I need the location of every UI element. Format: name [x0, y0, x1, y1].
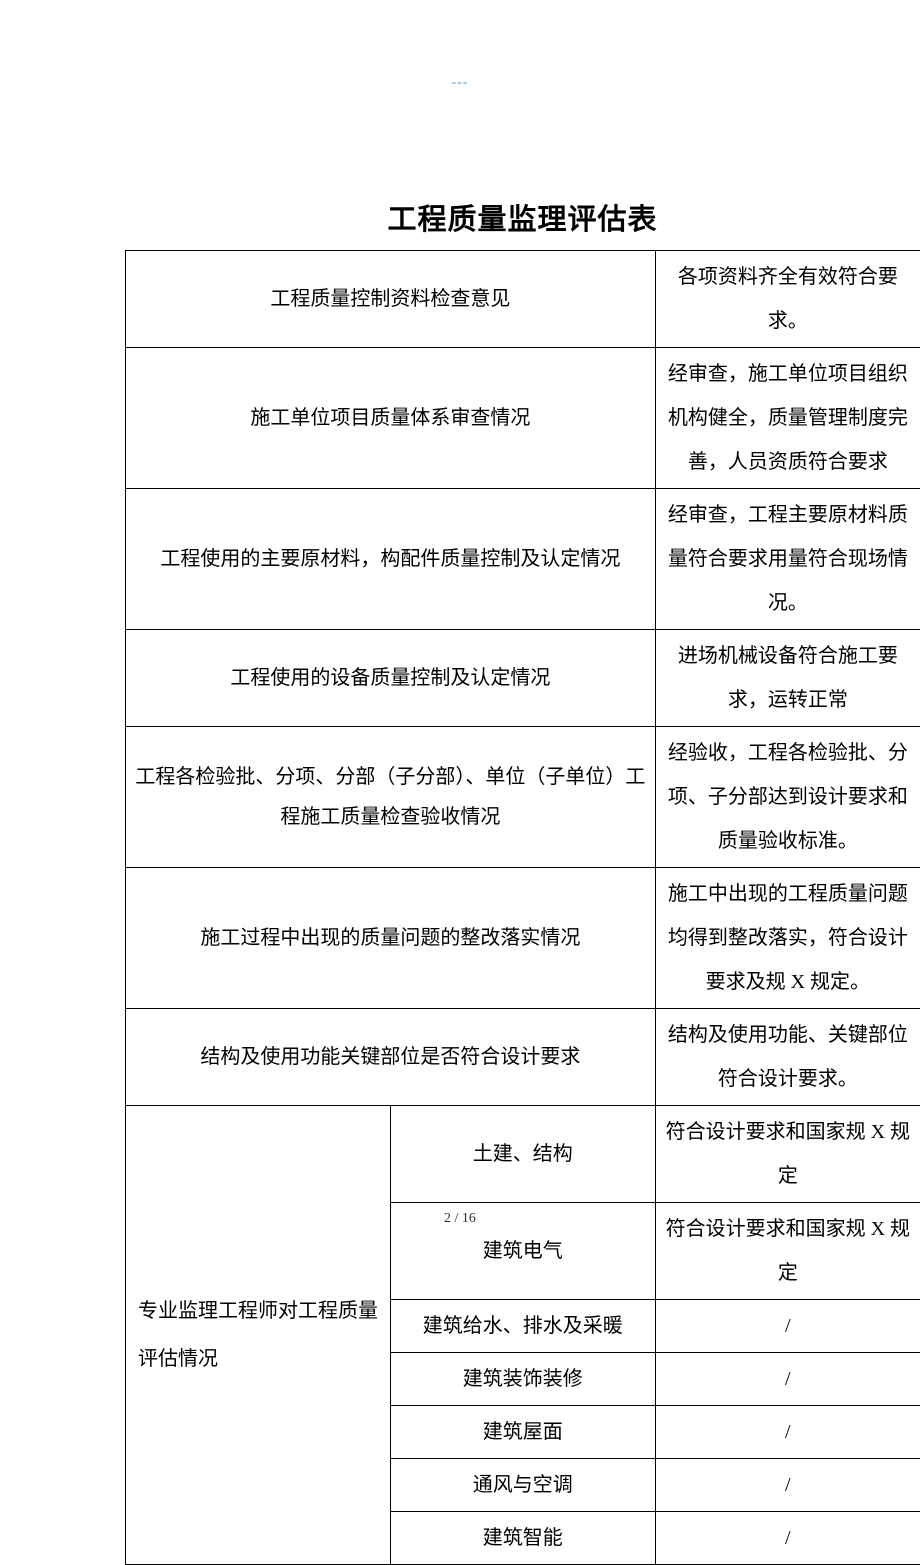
table-row: 工程各检验批、分项、分部（子分部）、单位（子单位）工程施工质量检查验收情况 经验… — [126, 727, 920, 868]
row-value: 经验收，工程各检验批、分项、子分部达到设计要求和质量验收标准。 — [655, 727, 920, 868]
table-row: 工程使用的主要原材料，构配件质量控制及认定情况 经审查，工程主要原材料质量符合要… — [126, 489, 920, 630]
table-row: 工程质量控制资料检查意见 各项资料齐全有效符合要求。 — [126, 251, 920, 348]
sub-row-label: 建筑屋面 — [390, 1406, 655, 1459]
row-value: 施工中出现的工程质量问题均得到整改落实，符合设计要求及规 X 规定。 — [655, 868, 920, 1009]
header-mark: --- — [0, 0, 920, 91]
row-label: 工程使用的主要原材料，构配件质量控制及认定情况 — [126, 489, 656, 630]
row-label: 工程质量控制资料检查意见 — [126, 251, 656, 348]
sub-row-value: / — [655, 1406, 920, 1459]
sub-row-label: 建筑装饰装修 — [390, 1353, 655, 1406]
row-value: 各项资料齐全有效符合要求。 — [655, 251, 920, 348]
sub-row-label: 建筑智能 — [390, 1512, 655, 1565]
document-content: 工程质量监理评估表 工程质量控制资料检查意见 各项资料齐全有效符合要求。 施工单… — [0, 91, 920, 1565]
row-value: 经审查，施工单位项目组织机构健全，质量管理制度完善，人员资质符合要求 — [655, 348, 920, 489]
sub-row-label: 建筑给水、排水及采暖 — [390, 1300, 655, 1353]
row-label: 工程各检验批、分项、分部（子分部）、单位（子单位）工程施工质量检查验收情况 — [126, 727, 656, 868]
table-row: 施工过程中出现的质量问题的整改落实情况 施工中出现的工程质量问题均得到整改落实，… — [126, 868, 920, 1009]
table-row: 工程使用的设备质量控制及认定情况 进场机械设备符合施工要求，运转正常 — [126, 630, 920, 727]
document-title: 工程质量监理评估表 — [125, 196, 920, 238]
row-value: 结构及使用功能、关键部位符合设计要求。 — [655, 1009, 920, 1106]
sub-row-value: / — [655, 1459, 920, 1512]
page-number: 2 / 16 — [0, 1211, 920, 1227]
row-value: 进场机械设备符合施工要求，运转正常 — [655, 630, 920, 727]
section-label: 专业监理工程师对工程质量评估情况 — [126, 1106, 391, 1565]
table-row: 施工单位项目质量体系审查情况 经审查，施工单位项目组织机构健全，质量管理制度完善… — [126, 348, 920, 489]
sub-row-label: 通风与空调 — [390, 1459, 655, 1512]
sub-row-value: / — [655, 1300, 920, 1353]
table-row: 专业监理工程师对工程质量评估情况 土建、结构 符合设计要求和国家规 X 规定 — [126, 1106, 920, 1203]
table-row: 结构及使用功能关键部位是否符合设计要求 结构及使用功能、关键部位符合设计要求。 — [126, 1009, 920, 1106]
row-label: 施工过程中出现的质量问题的整改落实情况 — [126, 868, 656, 1009]
sub-row-value: 符合设计要求和国家规 X 规定 — [655, 1106, 920, 1203]
row-label: 工程使用的设备质量控制及认定情况 — [126, 630, 656, 727]
evaluation-table: 工程质量控制资料检查意见 各项资料齐全有效符合要求。 施工单位项目质量体系审查情… — [125, 250, 920, 1565]
row-label: 结构及使用功能关键部位是否符合设计要求 — [126, 1009, 656, 1106]
sub-row-value: / — [655, 1512, 920, 1565]
row-value: 经审查，工程主要原材料质量符合要求用量符合现场情况。 — [655, 489, 920, 630]
row-label: 施工单位项目质量体系审查情况 — [126, 348, 656, 489]
sub-row-label: 土建、结构 — [390, 1106, 655, 1203]
sub-row-value: / — [655, 1353, 920, 1406]
